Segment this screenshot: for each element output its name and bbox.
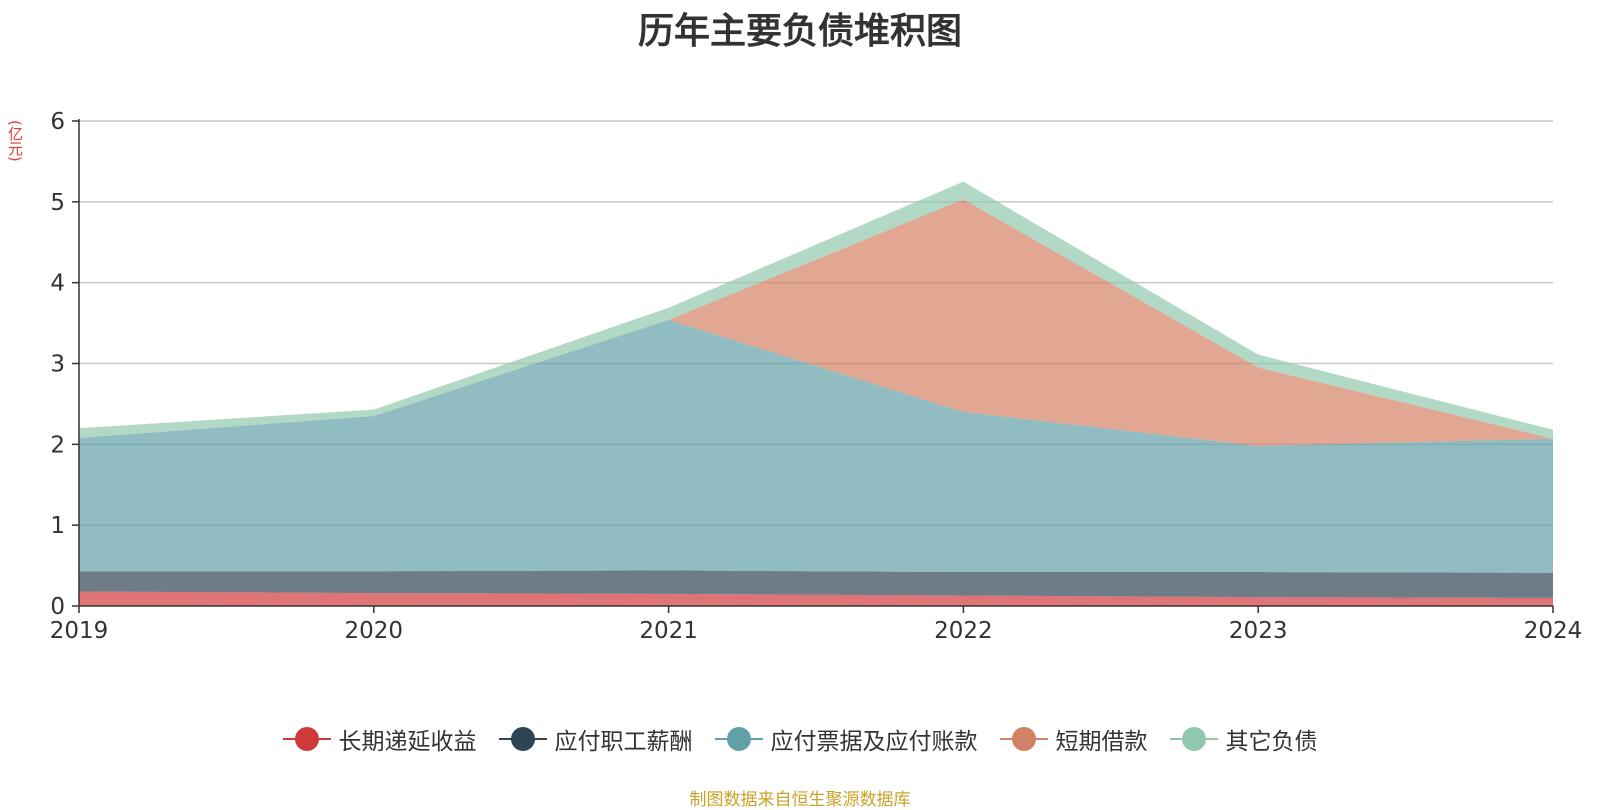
area-3 <box>79 199 1553 446</box>
x-tick-label: 2023 <box>1229 618 1288 644</box>
axes: 0 1 2 3 4 5 6 2019 2020 2021 2022 2023 2024 <box>50 109 1583 644</box>
y-tick-label: 6 <box>50 109 65 135</box>
y-tick-label: 3 <box>50 352 65 378</box>
y-tick-label: 1 <box>50 513 65 539</box>
legend-item[interactable]: 其它负债 <box>1169 722 1318 756</box>
y-tick-label: 0 <box>50 594 65 620</box>
y-tick-label: 5 <box>50 190 65 216</box>
legend-label: 长期递延收益 <box>338 729 477 755</box>
source-note: 制图数据来自恒生聚源数据库 <box>689 790 911 810</box>
area-2 <box>79 319 1553 573</box>
x-tick-label: 2022 <box>934 618 993 644</box>
legend-marker-icon <box>282 727 331 751</box>
x-tick-label: 2024 <box>1524 618 1583 644</box>
area-0 <box>79 591 1553 606</box>
area-series <box>79 181 1553 606</box>
legend-label: 其它负债 <box>1225 729 1318 755</box>
legend-label: 应付票据及应付账款 <box>770 729 978 755</box>
y-tick-label: 2 <box>50 432 65 458</box>
legend-label: 短期借款 <box>1055 729 1148 755</box>
legend-item[interactable]: 长期递延收益 <box>282 722 477 756</box>
legend-item[interactable]: 短期借款 <box>999 722 1148 756</box>
legend-marker-icon <box>498 727 547 751</box>
legend-item[interactable]: 应付票据及应付账款 <box>714 722 978 756</box>
legend-label: 应付职工薪酬 <box>554 729 693 755</box>
legend-item[interactable]: 应付职工薪酬 <box>498 722 693 756</box>
x-tick-label: 2019 <box>50 618 109 644</box>
legend: 长期递延收益 应付职工薪酬 应付票据及应付账款 短期借款 其它负债 <box>0 722 1600 756</box>
legend-marker-icon <box>1169 727 1218 751</box>
x-tick-label: 2020 <box>345 618 404 644</box>
legend-marker-icon <box>999 727 1048 751</box>
chart-title: 历年主要负债堆积图 <box>637 11 962 52</box>
area-1 <box>79 570 1553 598</box>
legend-marker-icon <box>714 727 763 751</box>
x-tick-label: 2021 <box>639 618 698 644</box>
y-tick-label: 4 <box>50 271 65 297</box>
y-axis-unit: (亿元) <box>6 120 24 162</box>
